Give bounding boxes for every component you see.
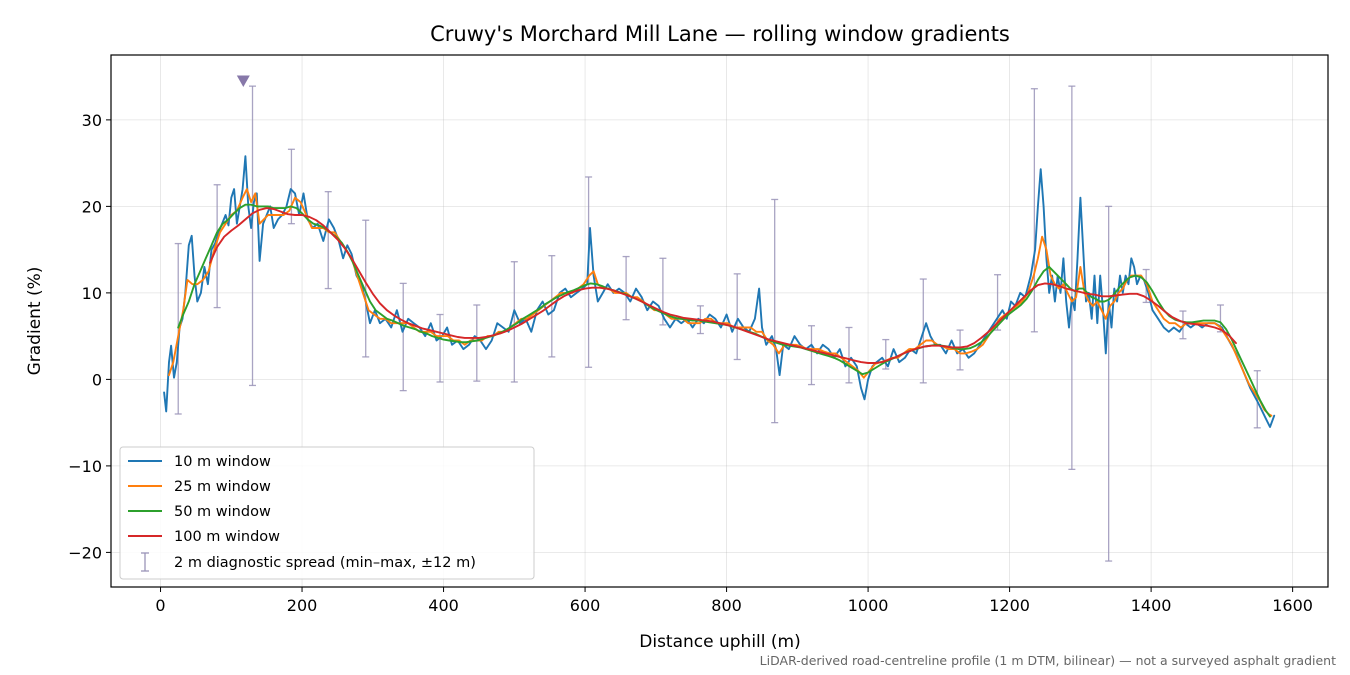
plot-frame <box>110 54 1329 588</box>
x-tick-label: 0 <box>155 596 165 615</box>
errorbar <box>249 85 257 387</box>
errorbar <box>287 148 295 225</box>
errorbar <box>324 191 332 290</box>
errorbar <box>771 198 779 424</box>
errorbar <box>436 313 444 383</box>
errorbar <box>733 273 741 361</box>
errorbar <box>1068 85 1076 471</box>
x-tick-label: 400 <box>428 596 459 615</box>
annotation-markers <box>236 75 250 87</box>
x-tick-label: 200 <box>287 596 318 615</box>
y-tick-label: −20 <box>68 543 102 562</box>
y-tick-label: −10 <box>68 457 102 476</box>
x-axis-ticks: 0 200 400 600 800 1000 1200 1400 1600 <box>155 587 1313 615</box>
legend-box <box>119 446 535 580</box>
y-tick-label: 30 <box>82 111 102 130</box>
peak-marker <box>236 75 250 87</box>
legend-swatch-errorbar <box>141 552 149 572</box>
legend-label-errorbar: 2 m diagnostic spread (min–max, ±12 m) <box>174 555 476 571</box>
errorbar <box>845 326 853 384</box>
errorbar <box>1030 88 1038 333</box>
errorbar <box>473 304 481 382</box>
errorbar <box>174 242 182 415</box>
errorbar <box>399 282 407 392</box>
legend-label-10m: 10 m window <box>174 454 271 470</box>
y-axis-label: Gradient (%) <box>25 267 45 376</box>
legend-label-100m: 100 m window <box>174 529 280 545</box>
legend-label-50m: 50 m window <box>174 504 271 520</box>
x-axis-label: Distance uphill (m) <box>639 632 800 652</box>
legend: 10 m window 25 m window 50 m window 100 … <box>119 446 535 580</box>
x-tick-label: 800 <box>711 596 742 615</box>
x-tick-label: 600 <box>570 596 601 615</box>
series-100m-line <box>209 207 1237 364</box>
x-tick-label: 1200 <box>989 596 1030 615</box>
errorbar <box>807 325 815 386</box>
grid-lines <box>111 55 1328 587</box>
y-tick-label: 20 <box>82 197 102 216</box>
x-tick-label: 1000 <box>848 596 889 615</box>
errorbar <box>622 255 630 321</box>
errorbar <box>510 261 518 383</box>
errorbar <box>1105 205 1113 562</box>
x-tick-label: 1600 <box>1272 596 1313 615</box>
chart-footnote: LiDAR-derived road-centreline profile (1… <box>760 653 1336 668</box>
errorbar <box>548 255 556 358</box>
chart-title: Cruwy's Morchard Mill Lane — rolling win… <box>430 22 1010 46</box>
legend-label-25m: 25 m window <box>174 479 271 495</box>
y-tick-label: 10 <box>82 284 102 303</box>
errorbar-series <box>174 85 1261 562</box>
x-tick-label: 1400 <box>1131 596 1172 615</box>
line-series <box>163 155 1276 428</box>
y-axis-ticks: −20 −10 0 10 20 30 <box>68 111 111 562</box>
errorbar <box>362 219 370 358</box>
y-tick-label: 0 <box>92 370 102 389</box>
